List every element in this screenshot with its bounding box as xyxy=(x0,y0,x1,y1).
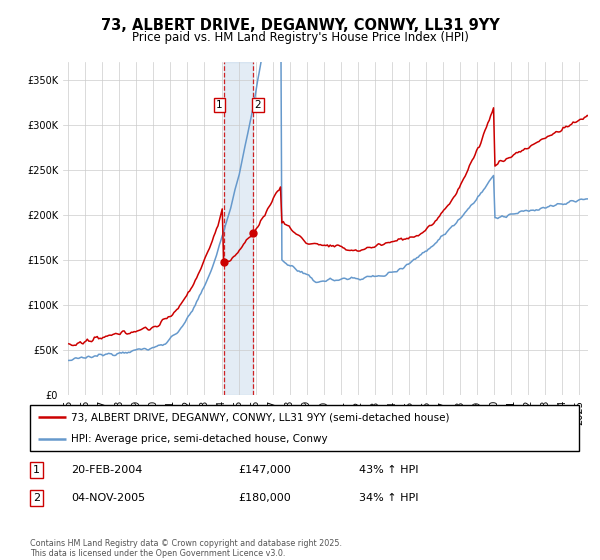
Text: 04-NOV-2005: 04-NOV-2005 xyxy=(71,493,145,503)
Text: 20-FEB-2004: 20-FEB-2004 xyxy=(71,465,143,475)
Text: 34% ↑ HPI: 34% ↑ HPI xyxy=(359,493,419,503)
Text: 1: 1 xyxy=(33,465,40,475)
Text: 43% ↑ HPI: 43% ↑ HPI xyxy=(359,465,419,475)
Text: 73, ALBERT DRIVE, DEGANWY, CONWY, LL31 9YY: 73, ALBERT DRIVE, DEGANWY, CONWY, LL31 9… xyxy=(101,18,499,33)
Text: 1: 1 xyxy=(216,100,223,110)
Text: £180,000: £180,000 xyxy=(239,493,292,503)
Text: Price paid vs. HM Land Registry's House Price Index (HPI): Price paid vs. HM Land Registry's House … xyxy=(131,31,469,44)
Text: HPI: Average price, semi-detached house, Conwy: HPI: Average price, semi-detached house,… xyxy=(71,435,328,444)
Text: 2: 2 xyxy=(33,493,40,503)
Text: £147,000: £147,000 xyxy=(239,465,292,475)
Text: Contains HM Land Registry data © Crown copyright and database right 2025.
This d: Contains HM Land Registry data © Crown c… xyxy=(30,539,342,558)
Text: 73, ALBERT DRIVE, DEGANWY, CONWY, LL31 9YY (semi-detached house): 73, ALBERT DRIVE, DEGANWY, CONWY, LL31 9… xyxy=(71,412,449,422)
Text: 2: 2 xyxy=(254,100,262,110)
Bar xyxy=(224,62,253,395)
